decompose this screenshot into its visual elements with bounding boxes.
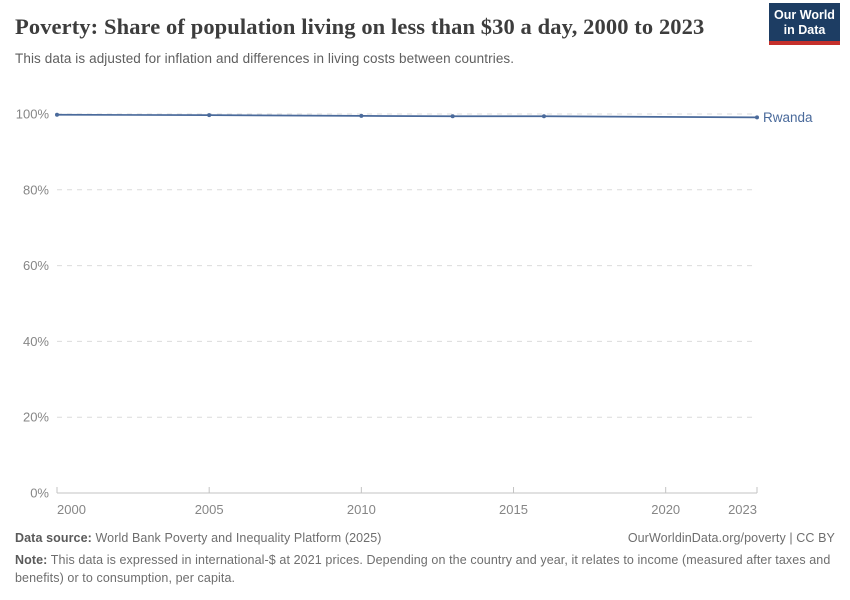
data-source-text: World Bank Poverty and Inequality Platfo…	[91, 531, 382, 545]
owid-logo-line2: in Data	[783, 22, 826, 37]
data-source-label: Data source:	[15, 531, 92, 545]
y-tick-label: 20%	[23, 410, 49, 425]
owid-logo-red-bar	[769, 41, 840, 45]
chart-title: Poverty: Share of population living on l…	[15, 14, 705, 39]
y-tick-label: 80%	[23, 182, 49, 197]
y-tick-label: 60%	[23, 258, 49, 273]
attribution: OurWorldinData.org/poverty | CC BY	[627, 531, 835, 545]
note-label: Note:	[15, 553, 48, 567]
x-tick-label: 2020	[651, 502, 680, 517]
data-source: Data source: World Bank Poverty and Ineq…	[15, 531, 382, 545]
note-text: This data is expressed in international-…	[15, 553, 831, 585]
chart-footer: Data source: World Bank Poverty and Ineq…	[15, 531, 835, 588]
x-tick-label: 2005	[195, 502, 224, 517]
y-tick-label: 40%	[23, 334, 49, 349]
note: Note: This data is expressed in internat…	[15, 552, 833, 588]
owid-logo-line1: Our World	[774, 8, 835, 22]
line-chart: 0% 20% 40% 60% 80% 100% 2000 2005 2010 2015 2020 20…	[16, 107, 813, 518]
data-point	[55, 112, 59, 117]
x-tick-label: 2010	[347, 502, 376, 517]
x-tick-label: 2015	[499, 502, 528, 517]
x-tick-label: 2023	[728, 502, 757, 517]
owid-logo: Our World in Data	[769, 3, 840, 45]
data-line	[56, 113, 758, 119]
y-tick-label: 0%	[30, 486, 49, 501]
chart-header: Poverty: Share of population living on l…	[15, 12, 835, 66]
data-point	[359, 113, 364, 118]
chart-subtitle: This data is adjusted for inflation and …	[15, 50, 515, 66]
data-point	[755, 115, 759, 120]
data-point	[541, 114, 546, 119]
x-tick-label: 2000	[57, 502, 86, 517]
data-point	[450, 114, 455, 119]
data-point	[207, 113, 212, 118]
series-label: Rwanda	[763, 110, 813, 125]
y-tick-label: 100%	[16, 107, 50, 122]
owid-logo-text: Our World in Data	[769, 3, 840, 41]
